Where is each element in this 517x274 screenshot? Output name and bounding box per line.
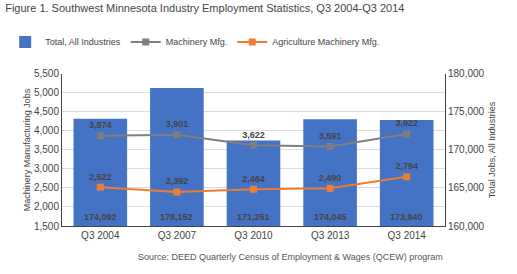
svg-text:Source: DEED Quarterly Census: Source: DEED Quarterly Census of Employm… bbox=[138, 252, 443, 262]
svg-text:171,251: 171,251 bbox=[237, 212, 270, 222]
svg-text:Machinery Mfg.: Machinery Mfg. bbox=[166, 37, 228, 47]
svg-text:1,500: 1,500 bbox=[34, 221, 59, 232]
svg-text:3,922: 3,922 bbox=[395, 118, 418, 128]
svg-text:2,000: 2,000 bbox=[34, 201, 59, 212]
svg-text:Q3 2004: Q3 2004 bbox=[81, 230, 120, 241]
svg-text:174,045: 174,045 bbox=[314, 212, 347, 222]
svg-text:Q3 2013: Q3 2013 bbox=[311, 230, 350, 241]
svg-text:173,940: 173,940 bbox=[390, 212, 423, 222]
svg-text:3,500: 3,500 bbox=[34, 144, 59, 155]
svg-text:5,000: 5,000 bbox=[34, 87, 59, 98]
svg-text:180,000: 180,000 bbox=[448, 68, 485, 79]
svg-text:Machinery Manufacturing Jobs: Machinery Manufacturing Jobs bbox=[22, 88, 32, 211]
svg-text:178,152: 178,152 bbox=[160, 212, 193, 222]
svg-text:Figure 1. Southwest Minnesota: Figure 1. Southwest Minnesota Industry E… bbox=[5, 2, 404, 14]
svg-text:160,000: 160,000 bbox=[448, 221, 485, 232]
svg-text:Q3 2007: Q3 2007 bbox=[158, 230, 197, 241]
svg-text:165,000: 165,000 bbox=[448, 182, 485, 193]
svg-text:Total Jobs, All Industries: Total Jobs, All Industries bbox=[487, 101, 497, 198]
svg-text:3,874: 3,874 bbox=[89, 120, 112, 130]
svg-text:2,490: 2,490 bbox=[319, 173, 342, 183]
svg-text:4,000: 4,000 bbox=[34, 125, 59, 136]
svg-text:2,500: 2,500 bbox=[34, 182, 59, 193]
svg-text:4,500: 4,500 bbox=[34, 106, 59, 117]
svg-text:5,500: 5,500 bbox=[34, 68, 59, 79]
svg-text:3,591: 3,591 bbox=[319, 131, 342, 141]
svg-text:170,000: 170,000 bbox=[448, 144, 485, 155]
svg-text:2,794: 2,794 bbox=[395, 161, 418, 171]
svg-text:2,522: 2,522 bbox=[89, 172, 112, 182]
svg-text:3,622: 3,622 bbox=[242, 130, 265, 140]
svg-text:174,092: 174,092 bbox=[84, 212, 117, 222]
svg-text:Q3 2014: Q3 2014 bbox=[388, 230, 427, 241]
svg-text:Agriculture Machinery Mfg.: Agriculture Machinery Mfg. bbox=[272, 37, 379, 47]
svg-text:175,000: 175,000 bbox=[448, 106, 485, 117]
svg-text:3,000: 3,000 bbox=[34, 163, 59, 174]
svg-text:3,901: 3,901 bbox=[166, 119, 189, 129]
svg-text:2,464: 2,464 bbox=[242, 174, 265, 184]
svg-text:2,392: 2,392 bbox=[166, 176, 189, 186]
svg-text:Total, All Industries: Total, All Industries bbox=[45, 37, 121, 47]
svg-text:Q3 2010: Q3 2010 bbox=[234, 230, 273, 241]
